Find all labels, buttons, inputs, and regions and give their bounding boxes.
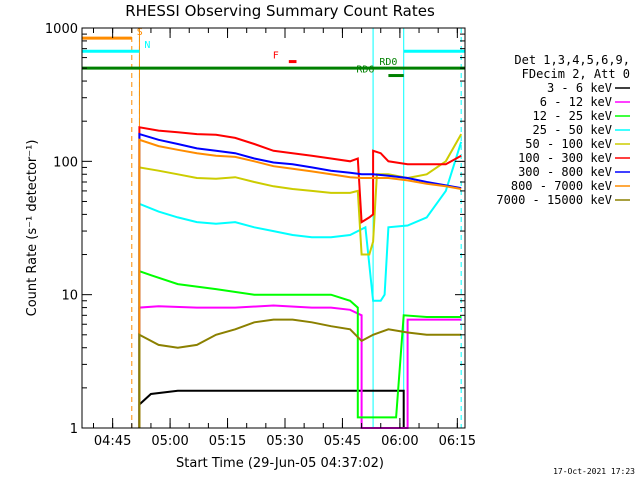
legend-label-0: 3 - 6 keV bbox=[547, 81, 612, 95]
y-axis-label: Count Rate (s⁻¹ detector⁻¹) bbox=[25, 140, 40, 317]
flag-label-4: RD0 bbox=[379, 57, 397, 68]
y-tick-label-1: 10 bbox=[61, 289, 78, 304]
legend-label-7: 800 - 7000 keV bbox=[511, 179, 612, 193]
x-tick-label-0: 04:45 bbox=[94, 434, 131, 449]
flag-label-0: S bbox=[137, 27, 143, 38]
flag-label-5: RD6 bbox=[356, 65, 374, 76]
plot-flags: SN F RD0 RD6 bbox=[82, 27, 465, 78]
plot-lines bbox=[81, 28, 463, 429]
flag-label-1: N bbox=[144, 40, 150, 51]
x-tick-label-5: 06:00 bbox=[381, 434, 418, 449]
legend-label-8: 7000 - 15000 keV bbox=[496, 193, 612, 207]
series-line-3 bbox=[138, 141, 463, 428]
flag-label-3: F bbox=[273, 51, 279, 62]
x-tick-label-1: 05:00 bbox=[151, 434, 188, 449]
chart-title: RHESSI Observing Summary Count Rates bbox=[125, 2, 435, 20]
legend-label-2: 12 - 25 keV bbox=[533, 109, 612, 123]
footer-date: 17-Oct-2021 17:23 bbox=[553, 467, 635, 476]
series-line-2 bbox=[138, 269, 462, 428]
legend-label-3: 25 - 50 keV bbox=[533, 123, 612, 137]
series-line-1 bbox=[138, 304, 462, 429]
legend-label-5: 100 - 300 keV bbox=[518, 151, 612, 165]
series-line-0 bbox=[138, 389, 405, 428]
series-line-8 bbox=[138, 318, 462, 428]
series-line-5 bbox=[138, 126, 462, 428]
series-line-6 bbox=[138, 132, 462, 428]
y-tick-label-3: 1000 bbox=[45, 22, 78, 37]
x-tick-label-2: 05:15 bbox=[209, 434, 246, 449]
legend-label-1: 6 - 12 keV bbox=[540, 95, 612, 109]
plot-frame bbox=[81, 27, 466, 429]
legend-label-6: 300 - 800 keV bbox=[518, 165, 612, 179]
legend-header-line-1: Det 1,3,4,5,6,9, bbox=[514, 53, 630, 67]
series-line-7 bbox=[138, 138, 462, 428]
x-tick-label-6: 06:15 bbox=[439, 434, 476, 449]
legend: Det 1,3,4,5,6,9, FDecim 2, Att 0 3 - 6 k… bbox=[496, 53, 630, 207]
x-axis-label: Start Time (29-Jun-05 04:37:02) bbox=[176, 456, 384, 471]
y-tick-label-0: 1 bbox=[70, 422, 78, 437]
plot-axes: 1 10 100 1000 04:45 05:00 05:15 05:30 05:45 06:00… bbox=[45, 22, 476, 449]
legend-label-4: 50 - 100 keV bbox=[525, 137, 612, 151]
legend-header-line-2: FDecim 2, Att 0 bbox=[522, 67, 630, 81]
y-tick-label-2: 100 bbox=[53, 155, 78, 170]
x-tick-label-3: 05:30 bbox=[266, 434, 303, 449]
x-tick-label-4: 05:45 bbox=[324, 434, 361, 449]
